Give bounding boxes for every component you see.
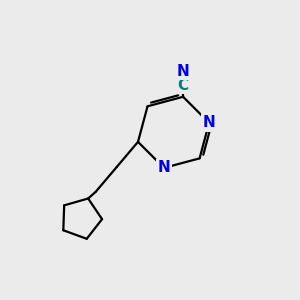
Text: N: N	[177, 64, 190, 79]
Text: N: N	[203, 115, 215, 130]
Text: C: C	[178, 78, 189, 93]
Text: N: N	[158, 160, 170, 175]
